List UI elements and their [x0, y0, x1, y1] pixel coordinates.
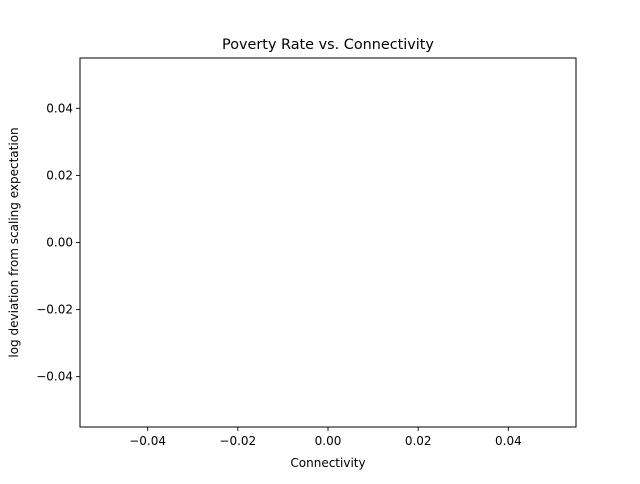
x-tick-label: −0.04: [129, 434, 166, 448]
x-tick-label: 0.02: [405, 434, 432, 448]
y-tick-label: 0.04: [46, 101, 73, 115]
y-tick-label: −0.04: [36, 370, 73, 384]
y-axis-label: log deviation from scaling expectation: [7, 127, 21, 357]
y-axis-ticks: −0.04 −0.02 0.00 0.02 0.04: [36, 101, 80, 384]
x-tick-label: 0.00: [315, 434, 342, 448]
x-tick-label: 0.04: [495, 434, 522, 448]
chart-title: Poverty Rate vs. Connectivity: [222, 37, 434, 53]
x-tick-label: −0.02: [219, 434, 256, 448]
y-tick-label: −0.02: [36, 303, 73, 317]
y-tick-label: 0.02: [46, 168, 73, 182]
x-axis-ticks: −0.04 −0.02 0.00 0.02 0.04: [129, 427, 522, 448]
plot-area-frame: [79, 57, 577, 428]
y-tick-label: 0.00: [46, 236, 73, 250]
x-axis-label: Connectivity: [290, 456, 365, 470]
